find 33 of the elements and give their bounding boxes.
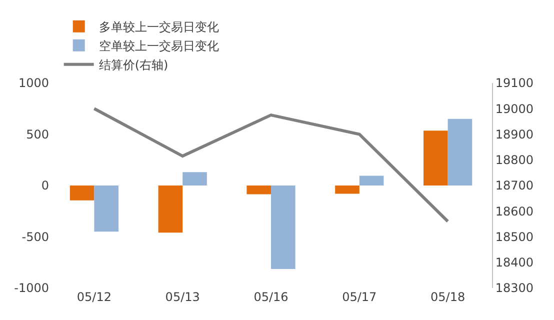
x-tick-label: 05/18 <box>430 290 466 304</box>
y2-tick-label: 19000 <box>495 102 534 116</box>
y-tick-label: 0 <box>41 178 49 193</box>
y2-tick-label: 18400 <box>495 256 534 270</box>
bar <box>94 186 119 232</box>
bar <box>423 130 448 186</box>
bar <box>70 186 94 200</box>
bar <box>158 186 183 233</box>
y-tick-label: -1000 <box>14 281 49 296</box>
y-tick-label: -500 <box>22 230 49 244</box>
y-tick-label: 1000 <box>18 76 49 90</box>
y2-tick-label: 18700 <box>495 178 534 193</box>
legend-label: 空单较上一交易日变化 <box>98 39 219 54</box>
y2-tick-label: 18300 <box>495 281 534 296</box>
bar <box>271 186 296 270</box>
bar <box>182 172 207 186</box>
bar <box>359 176 384 186</box>
bar <box>448 118 472 186</box>
bar <box>246 186 271 194</box>
x-tick-label: 05/17 <box>342 290 377 304</box>
y2-tick-label: 18800 <box>495 153 534 168</box>
x-tick-label: 05/12 <box>76 290 112 304</box>
y2-tick-label: 19100 <box>495 76 534 90</box>
bar <box>335 186 360 194</box>
x-tick-label: 05/13 <box>165 290 200 304</box>
legend-label: 多单较上一交易日变化 <box>98 20 219 34</box>
y2-tick-label: 18900 <box>495 127 534 142</box>
line-series <box>92 107 450 223</box>
x-tick-label: 05/16 <box>254 290 288 304</box>
y2-tick-label: 18500 <box>495 230 534 244</box>
y2-tick-label: 18600 <box>495 204 534 218</box>
legend-label: 结算价(右轴) <box>98 58 168 72</box>
y-tick-label: 500 <box>26 127 49 142</box>
